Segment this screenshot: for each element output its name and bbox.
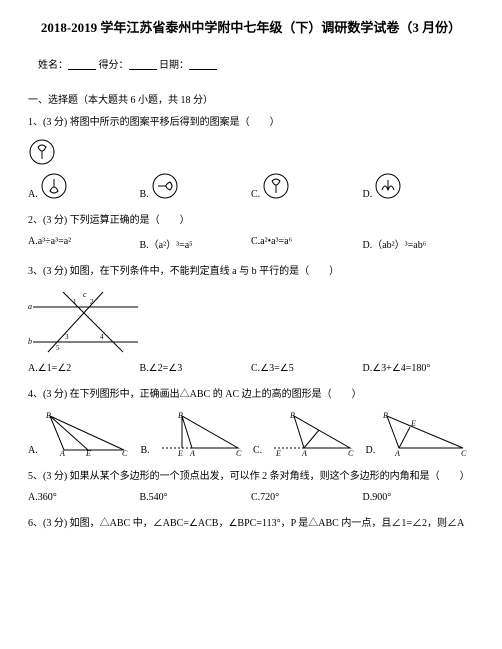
q6-text: 6、(3 分) 如图，△ABC 中，∠ABC=∠ACB，∠BPC=113°，P … xyxy=(28,517,474,531)
q1-prompt-icon xyxy=(28,138,56,166)
svg-text:C: C xyxy=(122,449,128,456)
label-name: 姓名： xyxy=(38,60,68,71)
q4-opt-d: D. B A C E xyxy=(366,410,475,456)
q4-a-label: A. xyxy=(28,445,38,456)
blank-date xyxy=(189,60,217,70)
q1-c-label: C. xyxy=(251,189,260,200)
svg-text:3: 3 xyxy=(65,333,69,341)
q1-a-icon xyxy=(40,172,68,200)
label-date: 日期： xyxy=(159,60,189,71)
q1-opt-a: A. xyxy=(28,172,140,200)
q4-options: A. B A C E B. B A C E C. B A C xyxy=(28,410,474,456)
q5-a: A.360° xyxy=(28,492,140,503)
svg-text:B: B xyxy=(290,411,295,420)
svg-text:B: B xyxy=(178,411,183,420)
q1-figure xyxy=(28,138,474,166)
q3-figure: a b c 1 2 3 4 5 xyxy=(28,287,474,357)
page-title: 2018-2019 学年江苏省泰州中学附中七年级（下）调研数学试卷（3 月份） xyxy=(28,18,474,38)
q5-options: A.360° B.540° C.720° D.900° xyxy=(28,492,474,503)
svg-text:4: 4 xyxy=(100,333,104,341)
svg-text:A: A xyxy=(301,449,307,456)
q2-c: C.a²•a³=a⁶ xyxy=(251,236,363,251)
q3-options: A.∠1=∠2 B.∠2=∠3 C.∠3=∠5 D.∠3+∠4=180° xyxy=(28,363,474,374)
q1-opt-c: C. xyxy=(251,172,363,200)
q1-text: 1、(3 分) 将图中所示的图案平移后得到的图案是（ ） xyxy=(28,116,474,130)
q4-opt-b: B. B A C E xyxy=(141,410,250,456)
q5-b: B.540° xyxy=(140,492,252,503)
q1-d-label: D. xyxy=(363,189,373,200)
name-row: 姓名： 得分： 日期： xyxy=(28,56,474,71)
q1-a-label: A. xyxy=(28,189,38,200)
q3-c: C.∠3=∠5 xyxy=(251,363,363,374)
q4-d-fig: B A C E xyxy=(377,410,469,456)
q5-d: D.900° xyxy=(363,492,475,503)
section-heading: 一、选择题（本大题共 6 小题，共 18 分） xyxy=(28,91,474,106)
q4-d-label: D. xyxy=(366,445,376,456)
svg-text:C: C xyxy=(461,449,467,456)
q1-opt-d: D. xyxy=(363,172,475,200)
q2-b: B.（a²）³=a⁵ xyxy=(140,236,252,251)
q2-text: 2、(3 分) 下列运算正确的是（ ） xyxy=(28,214,474,228)
svg-text:A: A xyxy=(394,449,400,456)
svg-text:a: a xyxy=(28,302,32,311)
q4-c-label: C. xyxy=(253,445,262,456)
q4-opt-c: C. B A C E xyxy=(253,410,362,456)
q1-c-icon xyxy=(262,172,290,200)
q3-b: B.∠2=∠3 xyxy=(140,363,252,374)
q4-b-fig: B A C E xyxy=(152,410,244,456)
svg-text:B: B xyxy=(383,411,388,420)
q4-c-fig: B A C E xyxy=(264,410,356,456)
q2-d: D.（ab²）³=ab⁶ xyxy=(363,236,475,251)
q4-opt-a: A. B A C E xyxy=(28,410,137,456)
svg-text:c: c xyxy=(83,290,87,299)
q1-d-icon xyxy=(374,172,402,200)
q3-text: 3、(3 分) 如图，在下列条件中，不能判定直线 a 与 b 平行的是（ ） xyxy=(28,265,474,279)
q1-b-label: B. xyxy=(140,189,149,200)
q4-a-fig: B A C E xyxy=(40,410,132,456)
svg-text:C: C xyxy=(236,449,242,456)
q1-opt-b: B. xyxy=(140,172,252,200)
blank-score xyxy=(129,60,157,70)
label-score: 得分： xyxy=(99,60,129,71)
svg-text:5: 5 xyxy=(56,344,60,352)
svg-text:E: E xyxy=(410,419,416,428)
svg-text:E: E xyxy=(85,449,91,456)
svg-text:1: 1 xyxy=(73,298,77,306)
q5-c: C.720° xyxy=(251,492,363,503)
q3-a: A.∠1=∠2 xyxy=(28,363,140,374)
q2-a: A.a³÷a³=a² xyxy=(28,236,140,251)
blank-name xyxy=(68,60,96,70)
svg-text:C: C xyxy=(348,449,354,456)
q3-d: D.∠3+∠4=180° xyxy=(363,363,475,374)
svg-text:E: E xyxy=(275,449,281,456)
q1-options: A. B. C. D. xyxy=(28,172,474,200)
q5-text: 5、(3 分) 如果从某个多边形的一个顶点出发，可以作 2 条对角线，则这个多边… xyxy=(28,470,474,484)
q1-b-icon xyxy=(151,172,179,200)
q4-text: 4、(3 分) 在下列图形中，正确画出△ABC 的 AC 边上的高的图形是（ ） xyxy=(28,388,474,402)
svg-text:2: 2 xyxy=(90,298,94,306)
svg-text:E: E xyxy=(177,449,183,456)
svg-text:A: A xyxy=(189,449,195,456)
svg-text:A: A xyxy=(59,449,65,456)
q4-b-label: B. xyxy=(141,445,150,456)
svg-text:b: b xyxy=(28,337,32,346)
q3-diagram: a b c 1 2 3 4 5 xyxy=(28,287,148,357)
q2-options: A.a³÷a³=a² B.（a²）³=a⁵ C.a²•a³=a⁶ D.（ab²）… xyxy=(28,236,474,251)
svg-text:B: B xyxy=(46,411,51,420)
